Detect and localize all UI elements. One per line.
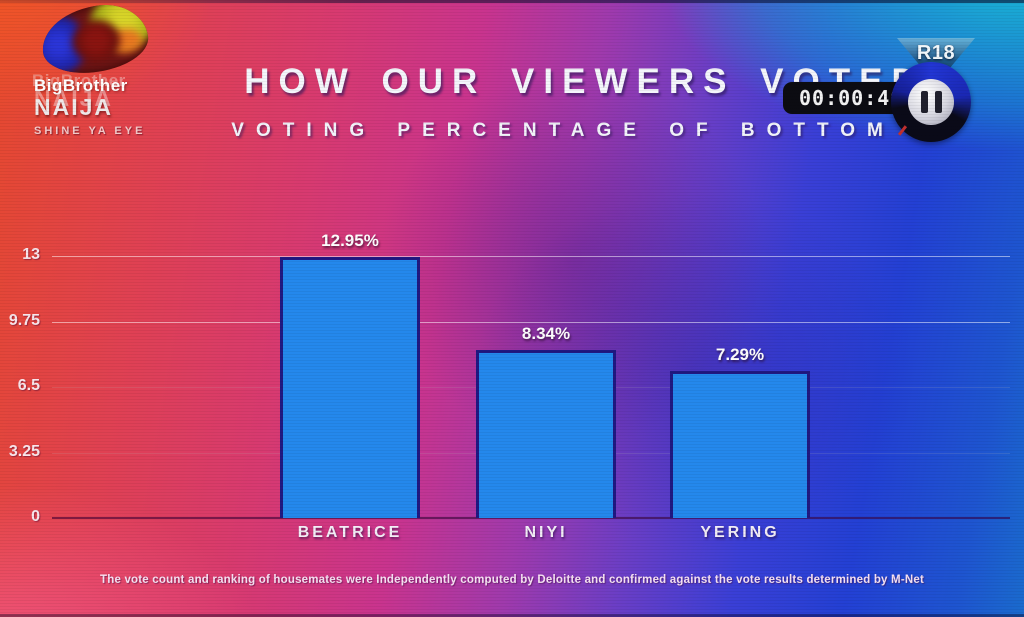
category-label-beatrice: BEATRICE [297, 524, 403, 541]
bar-value-label: 7.29% [715, 345, 765, 364]
y-tick-label: 9.75 [8, 311, 40, 329]
page-subtitle: VOTING PERCENTAGE OF BOTTOM 3 [231, 120, 939, 141]
y-tick-label: 13 [22, 246, 40, 263]
category-label-yering: YERING [700, 524, 780, 541]
bar-niyi [476, 350, 616, 518]
bar-value-label: 8.34% [521, 324, 571, 343]
top-edge-shade [0, 0, 1024, 3]
bar-value-label: 12.95% [321, 231, 379, 250]
pause-button[interactable] [891, 62, 971, 142]
bar-beatrice [280, 257, 420, 518]
pause-icon [908, 79, 954, 125]
bbnaija-eye-icon [38, 0, 152, 78]
bottom-edge-shade [0, 614, 1024, 617]
bbnaija-logo: BigBrother NAIJA SHINE YA EYE [34, 0, 184, 137]
y-tick-label: 3.25 [8, 442, 40, 460]
category-label-niyi: NIYI [524, 524, 568, 541]
logo-brand-main: NAIJA [34, 94, 114, 120]
bar-yering [670, 371, 810, 518]
gridline-9.75 [52, 321, 1010, 323]
timer-value: 00:00:40 [799, 86, 904, 110]
gridline-0 [52, 517, 1010, 519]
disclaimer-text: The vote count and ranking of housemates… [100, 574, 924, 586]
logo-tagline: SHINE YA EYE [34, 125, 146, 137]
y-tick-label: 0 [31, 508, 40, 525]
gridline-13 [52, 256, 1010, 257]
y-tick-label: 6.5 [17, 377, 40, 394]
logo-brand-top: BigBrother [34, 76, 128, 95]
age-rating-label: R18 [916, 42, 956, 64]
